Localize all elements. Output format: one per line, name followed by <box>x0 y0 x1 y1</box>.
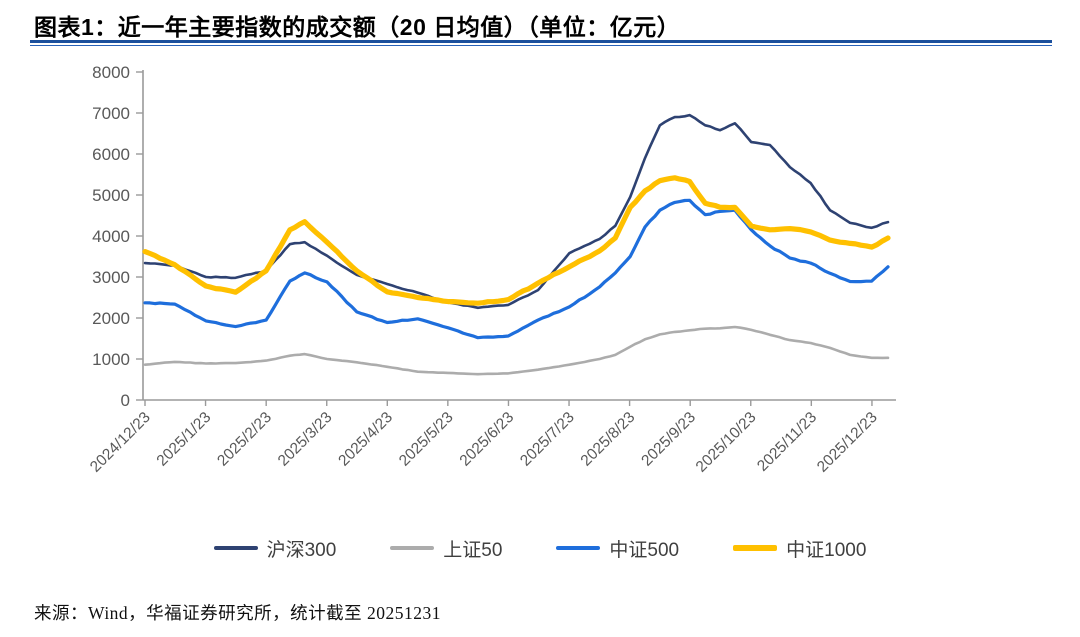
svg-text:7000: 7000 <box>92 104 130 123</box>
svg-text:4000: 4000 <box>92 227 130 246</box>
line-chart: 0 1000 2000 3000 4000 5000 6000 7000 8000 2024/12… <box>0 50 1080 535</box>
legend-item-sse50: 上证50 <box>390 535 502 562</box>
legend-label: 中证500 <box>609 539 680 561</box>
figure-title: 图表1：近一年主要指数的成交额（20 日均值）（单位：亿元） <box>34 14 681 40</box>
title-underline-rule <box>30 40 1052 46</box>
svg-text:2024/12/23: 2024/12/23 <box>87 409 154 476</box>
legend-label: 中证1000 <box>786 539 867 561</box>
svg-text:2025/7/23: 2025/7/23 <box>517 409 578 470</box>
svg-text:2025/10/23: 2025/10/23 <box>693 409 760 476</box>
chart-canvas: 0 1000 2000 3000 4000 5000 6000 7000 8000 2024/12… <box>87 63 896 476</box>
svg-text:2025/6/23: 2025/6/23 <box>457 409 518 470</box>
svg-text:2025/11/23: 2025/11/23 <box>754 409 820 475</box>
legend-label: 沪深300 <box>266 539 337 561</box>
legend-label: 上证50 <box>443 539 503 561</box>
csi1000-line-swatch <box>733 545 778 551</box>
csi500-line-swatch <box>556 546 601 550</box>
chart-legend: 沪深300 上证50 中证500 中证1000 <box>0 531 1080 565</box>
hs300-line-swatch <box>213 546 258 550</box>
svg-text:2000: 2000 <box>92 309 130 328</box>
svg-text:0: 0 <box>121 391 130 410</box>
legend-item-csi500: 中证500 <box>556 535 679 562</box>
legend-item-hs300: 沪深300 <box>213 535 337 562</box>
svg-text:8000: 8000 <box>92 63 130 82</box>
legend-item-csi1000: 中证1000 <box>733 535 866 562</box>
svg-text:2025/2/23: 2025/2/23 <box>214 409 275 470</box>
svg-text:2025/9/23: 2025/9/23 <box>638 409 699 470</box>
svg-text:2025/12/23: 2025/12/23 <box>814 409 881 476</box>
svg-text:3000: 3000 <box>92 268 130 287</box>
svg-text:2025/3/23: 2025/3/23 <box>275 409 336 470</box>
svg-text:2025/4/23: 2025/4/23 <box>335 409 396 470</box>
sse50-line-swatch <box>390 546 435 550</box>
source-note: 来源：Wind，华福证券研究所，统计截至 20251231 <box>34 603 442 623</box>
svg-text:6000: 6000 <box>92 145 130 164</box>
svg-text:5000: 5000 <box>92 186 130 205</box>
svg-text:2025/8/23: 2025/8/23 <box>578 409 639 470</box>
svg-text:2025/1/23: 2025/1/23 <box>154 409 215 470</box>
svg-text:2025/5/23: 2025/5/23 <box>396 409 457 470</box>
svg-text:1000: 1000 <box>92 350 130 369</box>
